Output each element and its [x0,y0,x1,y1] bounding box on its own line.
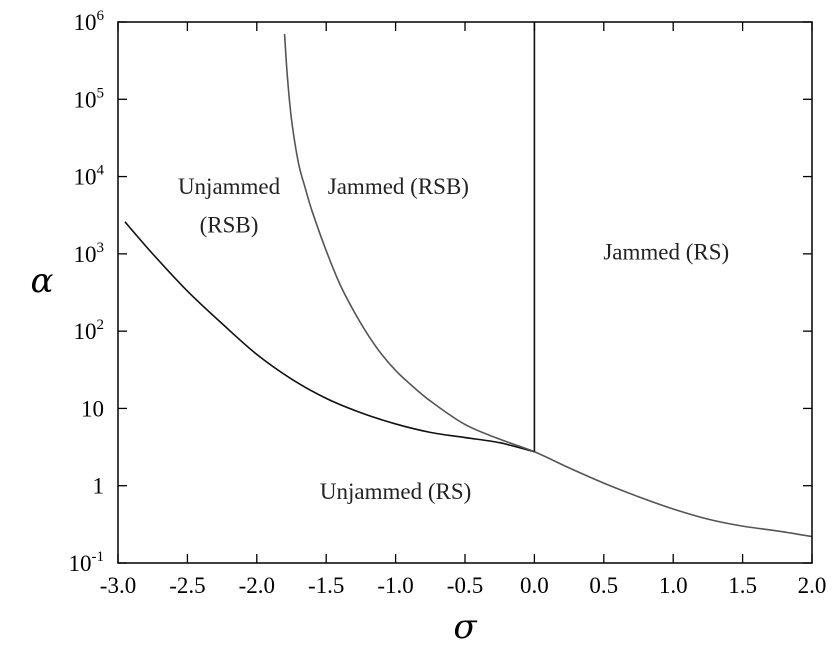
region-label: Jammed (RSB) [328,174,469,199]
x-tick-label: 1.0 [659,573,688,598]
y-axis-title: α [31,261,54,301]
region-label: Unjammed [178,174,281,199]
x-tick-label: -1.5 [308,573,344,598]
x-tick-label: -2.0 [239,573,275,598]
y-tick-label: 104 [74,163,105,190]
y-tick-label: 105 [74,85,105,112]
series-line-2 [285,34,812,537]
y-tick-label: 102 [74,317,105,344]
x-tick-label: 0.5 [589,573,618,598]
x-tick-label: 2.0 [798,573,827,598]
x-tick-label: -0.5 [447,573,483,598]
series-layer [125,22,812,537]
labels-layer: Unjammed (RSB) Jammed (RSB) Jammed (RS) Unja… [178,174,729,504]
region-label: Jammed (RS) [603,239,729,264]
ticks-layer: -3.0 -2.5 -2.0 -1.5 -1.0 -0.5 0.0 0.5 1.0 1.5 2.0 1… [69,8,827,598]
y-tick-label: 103 [74,240,105,267]
x-tick-label: 1.5 [728,573,757,598]
region-label: Unjammed (RS) [320,479,471,504]
y-tick-label: 10 [81,396,104,421]
x-tick-label: 0.0 [520,573,549,598]
x-tick-label: -1.0 [377,573,413,598]
y-tick-label: 10-1 [69,549,105,576]
x-tick-label: -2.5 [169,573,205,598]
x-axis-title: σ [453,607,477,646]
y-tick-label: 1 [93,474,105,499]
y-tick-label: 106 [74,8,105,35]
series-line-1 [125,222,534,452]
region-label: (RSB) [200,212,259,237]
x-tick-label: -3.0 [100,573,136,598]
